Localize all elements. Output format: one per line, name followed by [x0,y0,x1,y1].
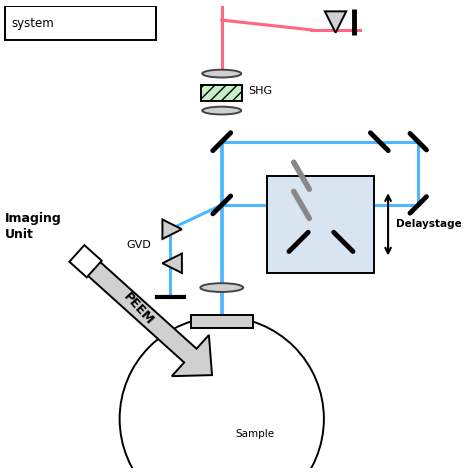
Ellipse shape [202,70,241,77]
Text: PEEM: PEEM [121,290,156,328]
Polygon shape [325,11,346,33]
Text: Delaystage: Delaystage [396,219,462,229]
Ellipse shape [201,283,243,292]
Text: SHG: SHG [248,86,272,96]
Bar [5,7,155,39]
Ellipse shape [202,107,241,114]
Polygon shape [72,248,212,376]
Polygon shape [163,219,182,239]
Circle shape [119,317,324,474]
Polygon shape [163,254,182,273]
Text: Imaging
Unit: Imaging Unit [5,212,62,241]
Bar [267,176,374,273]
Text: GVD: GVD [127,240,151,250]
Bar [201,85,242,101]
Bar [191,315,253,328]
Polygon shape [69,245,102,277]
Text: Sample: Sample [236,429,274,439]
Text: system: system [12,17,55,29]
